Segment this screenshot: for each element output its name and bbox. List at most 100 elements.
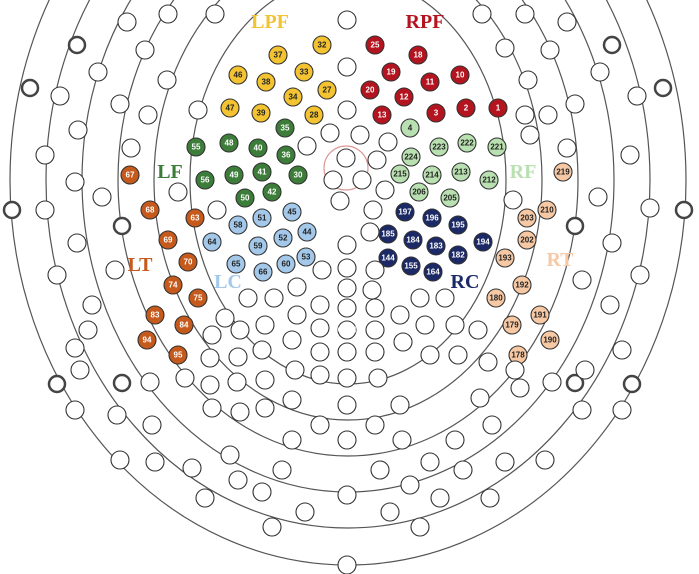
electrode-circle: [337, 368, 357, 388]
electrode-circle: [288, 165, 308, 185]
electrode: 167: [453, 460, 473, 480]
electrode-circle: [515, 4, 535, 24]
electrode: 77: [238, 288, 258, 308]
electrode-circle: [110, 450, 130, 470]
electrode-label: 183: [429, 242, 443, 251]
electrode: 14: [350, 125, 370, 145]
electrode-circle: [163, 275, 183, 295]
electrode-label: COM: [338, 326, 357, 335]
electrode-label: 79: [293, 283, 302, 292]
electrode-label: 255: [68, 178, 82, 187]
electrode-label: 152: [423, 351, 437, 360]
electrode: 72: [105, 260, 125, 280]
electrode: NAS: [337, 10, 357, 30]
electrode: 20: [360, 80, 380, 100]
electrode: 104: [140, 372, 160, 392]
electrode-circle: [323, 170, 343, 190]
electrode-circle: [251, 103, 271, 123]
electrode: 50: [235, 188, 255, 208]
electrode: 58: [228, 215, 248, 235]
electrode-label: 13: [378, 111, 387, 120]
electrode-circle: [423, 262, 443, 282]
electrode: 67: [120, 165, 140, 185]
electrode: 147: [337, 485, 357, 505]
electrode-label: 3: [434, 109, 439, 118]
electrode-label: 25: [371, 41, 380, 50]
electrode-label: 140: [371, 374, 385, 383]
electrode-label: 115: [234, 408, 247, 417]
electrode-circle: [252, 482, 272, 502]
electrode-circle: [448, 345, 468, 365]
electrode: 12: [394, 87, 414, 107]
electrode-label: 188: [575, 406, 589, 415]
electrode-circle: [297, 222, 317, 242]
electrode-label: 22: [326, 129, 335, 138]
electrode: 5: [378, 132, 398, 152]
electrode: 64: [202, 232, 222, 252]
electrode-circle: [220, 445, 240, 465]
electrode-circle: [282, 202, 302, 222]
electrode-label: 113: [146, 421, 159, 430]
electrode: 103: [70, 360, 90, 380]
electrode: 41: [252, 162, 272, 182]
electrode-circle: [337, 278, 357, 298]
electrode-label: 108: [258, 376, 272, 385]
electrode-circle: [168, 345, 188, 365]
electrode-label: 102: [68, 344, 82, 353]
electrode-circle: [252, 208, 272, 228]
region-label: LF: [157, 161, 183, 183]
electrode-circle: [186, 137, 206, 157]
electrode-circle: [410, 288, 430, 308]
electrode-label: 138: [368, 421, 382, 430]
electrode-circle: [518, 70, 538, 90]
electrode: 84: [174, 315, 194, 335]
electrode: 97: [228, 347, 248, 367]
electrode-label: 78: [270, 294, 279, 303]
electrode-label: 99: [288, 336, 297, 345]
electrode: 150: [390, 395, 410, 415]
electrode-circle: [310, 318, 330, 338]
electrode-label: 42: [268, 188, 277, 197]
electrode-label: 199: [615, 406, 629, 415]
electrode-label: 129: [368, 326, 382, 335]
electrode-label: 49: [230, 171, 239, 180]
region-label: LC: [214, 271, 242, 293]
electrode-label: 187: [538, 456, 552, 465]
electrode-label: 166: [433, 494, 447, 503]
electrode-label: 247: [53, 92, 67, 101]
electrode-circle: [215, 308, 235, 328]
electrode-label: 104: [143, 378, 157, 387]
electrode-circle: [365, 35, 385, 55]
electrode-circle: [255, 398, 275, 418]
electrode: 142: [390, 305, 410, 325]
electrode-circle: [409, 182, 429, 202]
electrode-circle: [228, 215, 248, 235]
electrode: 33: [294, 62, 314, 82]
electrode-label: 213: [454, 168, 468, 177]
electrode-circle: [457, 133, 477, 153]
electrode-label: 233: [623, 151, 637, 160]
electrode-label: 4: [408, 124, 413, 133]
electrode-circle: [78, 320, 98, 340]
electrode: 51: [252, 208, 272, 228]
electrode-circle: [140, 200, 160, 220]
electrode: 13: [372, 105, 392, 125]
electrode: 248: [157, 70, 177, 90]
electrode-label: 56: [201, 176, 210, 185]
electrode: 128: [365, 342, 385, 362]
electrode: 39: [251, 103, 271, 123]
electrode: 108: [255, 370, 275, 390]
electrode-circle: [158, 4, 178, 24]
electrode: 46: [228, 65, 248, 85]
electrode-label: 96: [206, 354, 215, 363]
electrode-label: 137: [340, 436, 354, 445]
empty-site: [653, 78, 673, 98]
electrode-circle: [503, 190, 523, 210]
electrode-label: 94: [143, 336, 152, 345]
electrode-label: 58: [234, 221, 243, 230]
electrode-circle: [520, 125, 540, 145]
electrode-label: 39: [257, 109, 266, 118]
electrode-label: 201: [575, 276, 589, 285]
electrode-circle: [185, 208, 205, 228]
